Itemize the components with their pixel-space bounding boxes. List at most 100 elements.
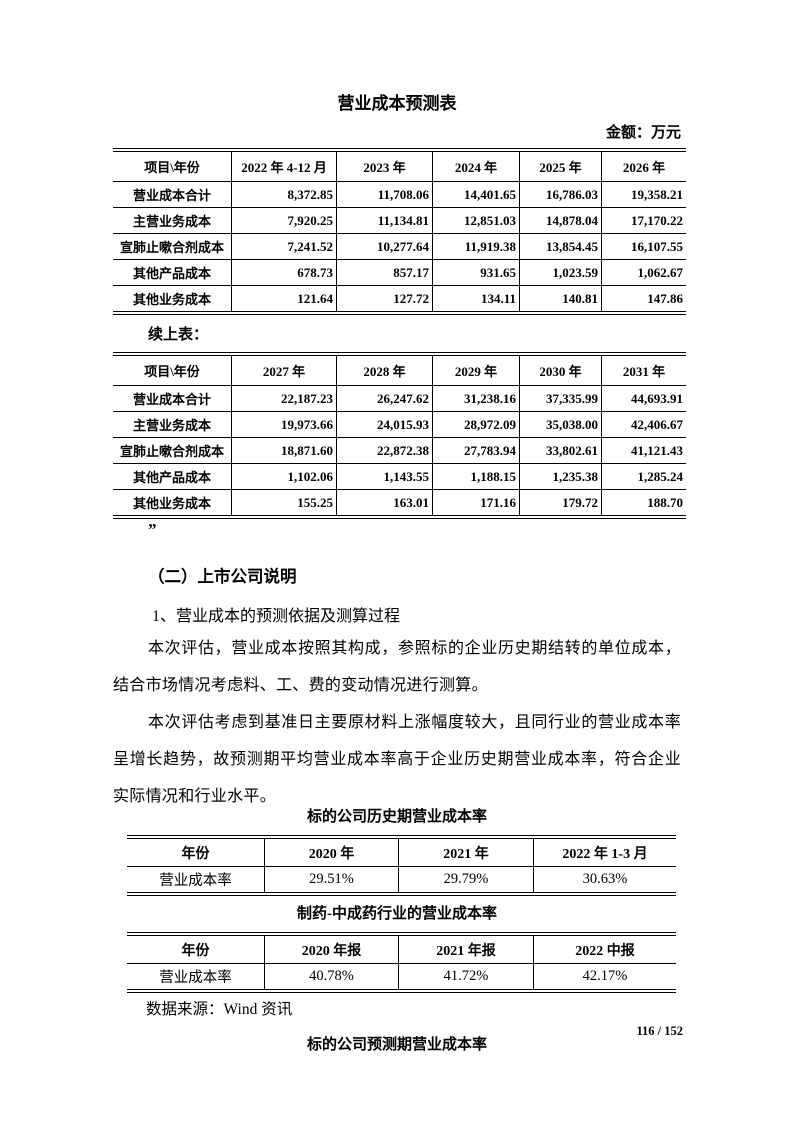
cell-value: 35,038.00 xyxy=(519,411,602,438)
cell-value: 40.78% xyxy=(264,963,399,991)
cell-value: 1,143.55 xyxy=(336,463,433,490)
cell-value: 10,277.64 xyxy=(336,233,433,260)
cell-value: 42.17% xyxy=(533,963,676,991)
table-row: 其他产品成本 678.73 857.17 931.65 1,023.59 1,062.67 xyxy=(113,259,686,286)
cell-value: 8,372.85 xyxy=(231,181,337,208)
row-label: 营业成本率 xyxy=(159,970,232,986)
item-heading: 1、营业成本的预测依据及测算过程 xyxy=(152,608,401,625)
table-row: 营业成本率 40.78% 41.72% 42.17% xyxy=(127,963,676,991)
cell-value: 147.86 xyxy=(601,285,686,313)
operating-cost-forecast-table-part1: 项目\年份 2022 年 4-12 月 2023 年 2024 年 2025 年 2026… xyxy=(113,148,686,315)
row-label: 主营业务成本 xyxy=(113,207,232,234)
table-row: 宣肺止嗽合剂成本 7,241.52 10,277.64 11,919.38 13,854… xyxy=(113,233,686,260)
column-header: 2028 年 xyxy=(336,354,433,386)
cell-value: 13,854.45 xyxy=(519,233,602,260)
cell-value: 28,972.09 xyxy=(432,411,520,438)
column-header: 2022 年 1-3 月 xyxy=(533,837,676,867)
column-header: 2026 年 xyxy=(601,150,686,182)
column-header: 2027 年 xyxy=(231,354,337,386)
cell-value: 678.73 xyxy=(231,259,337,286)
history-rate-table-title: 标的公司历史期营业成本率 xyxy=(306,809,487,825)
cell-value: 29.51% xyxy=(264,866,399,894)
row-label: 其他业务成本 xyxy=(132,496,211,511)
table-row: 营业成本合计 8,372.85 11,708.06 14,401.65 16,786.0… xyxy=(113,181,686,208)
cell-value: 7,241.52 xyxy=(231,233,337,260)
table-row: 主营业务成本 19,973.66 24,015.93 28,972.09 35,038.… xyxy=(113,411,686,438)
row-label: 宣肺止嗽合剂成本 xyxy=(113,233,232,260)
row-label: 营业成本合计 xyxy=(113,385,232,412)
cell-value: 1,235.38 xyxy=(519,463,602,490)
table-header-row: 年份 2020 年报 2021 年报 2022 中报 xyxy=(127,934,676,964)
cell-value: 163.01 xyxy=(336,489,433,517)
row-label: 其他产品成本 xyxy=(113,259,232,286)
cell-value: 29.79% xyxy=(398,866,534,894)
cell-value: 140.81 xyxy=(519,285,602,313)
continued-table-note: 续上表： xyxy=(148,327,209,343)
cell-value: 22,187.23 xyxy=(231,385,337,412)
cell-value: 857.17 xyxy=(336,259,433,286)
table-header-row: 年份 2020 年 2021 年 2022 年 1-3 月 xyxy=(127,837,676,867)
column-header: 2022 中报 xyxy=(533,934,676,964)
table-row: 主营业务成本 7,920.25 11,134.81 12,851.03 14,878.0… xyxy=(113,207,686,234)
cell-value: 37,335.99 xyxy=(519,385,602,412)
column-header: 2022 年 4-12 月 xyxy=(231,150,337,182)
column-header: 2020 年报 xyxy=(264,934,399,964)
row-label: 其他业务成本 xyxy=(132,292,211,307)
cell-value: 11,708.06 xyxy=(336,181,433,208)
page-content: 营业成本预测表 金额：万元 项目\年份 2022 年 4-12 月 2023 年 20… xyxy=(113,0,686,1054)
table-header-row: 项目\年份 2027 年 2028 年 2029 年 2030 年 2031 年 xyxy=(113,354,686,386)
operating-cost-forecast-table-part2: 项目\年份 2027 年 2028 年 2029 年 2030 年 2031 年营业成本合… xyxy=(113,352,686,519)
cell-value: 155.25 xyxy=(231,489,337,517)
column-header: 年份 xyxy=(127,934,265,964)
cell-value: 1,188.15 xyxy=(432,463,520,490)
column-header: 2021 年 xyxy=(398,837,534,867)
column-header: 项目\年份 xyxy=(113,150,232,182)
column-header: 2029 年 xyxy=(432,354,520,386)
table-row: 其他业务成本 155.25 163.01 171.16 179.72 188.70 xyxy=(113,489,686,517)
column-header: 2030 年 xyxy=(519,354,602,386)
cell-value: 41.72% xyxy=(398,963,534,991)
cell-value: 12,851.03 xyxy=(432,207,520,234)
table-row: 其他产品成本 1,102.06 1,143.55 1,188.15 1,235.38 1,… xyxy=(113,463,686,490)
cell-value: 31,238.16 xyxy=(432,385,520,412)
cell-value: 22,872.38 xyxy=(336,437,433,464)
column-header: 年份 xyxy=(127,837,265,867)
table-row: 其他业务成本 121.64 127.72 134.11 140.81 147.86 xyxy=(113,285,686,313)
cell-value: 19,358.21 xyxy=(601,181,686,208)
cell-value: 30.63% xyxy=(533,866,676,894)
body-paragraph-1: 本次评估，营业成本按照其构成，参照标的企业历史期结转的单位成本，结合市场情况考虑… xyxy=(113,640,681,694)
cell-value: 1,062.67 xyxy=(601,259,686,286)
industry-cost-rate-table: 年份 2020 年报 2021 年报 2022 中报营业成本率 40.78% 41.72%… xyxy=(127,932,676,993)
row-label: 主营业务成本 xyxy=(113,411,232,438)
cell-value: 7,920.25 xyxy=(231,207,337,234)
table-row: 营业成本率 29.51% 29.79% 30.63% xyxy=(127,866,676,894)
body-paragraph-2: 本次评估考虑到基准日主要原材料上涨幅度较大，且同行业的营业成本率呈增长趋势，故预… xyxy=(113,714,681,805)
forecast-rate-table-title: 标的公司预测期营业成本率 xyxy=(306,1037,487,1053)
table-row: 营业成本合计 22,187.23 26,247.62 31,238.16 37,335.… xyxy=(113,385,686,412)
cell-value: 188.70 xyxy=(601,489,686,517)
cell-value: 41,121.43 xyxy=(601,437,686,464)
cell-value: 931.65 xyxy=(432,259,520,286)
cell-value: 14,401.65 xyxy=(432,181,520,208)
section-heading: （二）上市公司说明 xyxy=(148,567,297,586)
cell-value: 134.11 xyxy=(432,285,520,313)
row-label: 营业成本合计 xyxy=(113,181,232,208)
cell-value: 24,015.93 xyxy=(336,411,433,438)
table-header-row: 项目\年份 2022 年 4-12 月 2023 年 2024 年 2025 年 2026… xyxy=(113,150,686,182)
cell-value: 1,285.24 xyxy=(601,463,686,490)
cell-value: 121.64 xyxy=(231,285,337,313)
forecast-table-title: 营业成本预测表 xyxy=(337,94,457,113)
column-header: 项目\年份 xyxy=(113,354,232,386)
cell-value: 171.16 xyxy=(432,489,520,517)
page-number: 116 / 152 xyxy=(636,1024,683,1038)
cell-value: 179.72 xyxy=(519,489,602,517)
column-header: 2020 年 xyxy=(264,837,399,867)
cell-value: 18,871.60 xyxy=(231,437,337,464)
cell-value: 16,107.55 xyxy=(601,233,686,260)
cell-value: 11,134.81 xyxy=(336,207,433,234)
column-header: 2025 年 xyxy=(519,150,602,182)
cell-value: 26,247.62 xyxy=(336,385,433,412)
cell-value: 1,023.59 xyxy=(519,259,602,286)
row-label: 宣肺止嗽合剂成本 xyxy=(113,437,232,464)
